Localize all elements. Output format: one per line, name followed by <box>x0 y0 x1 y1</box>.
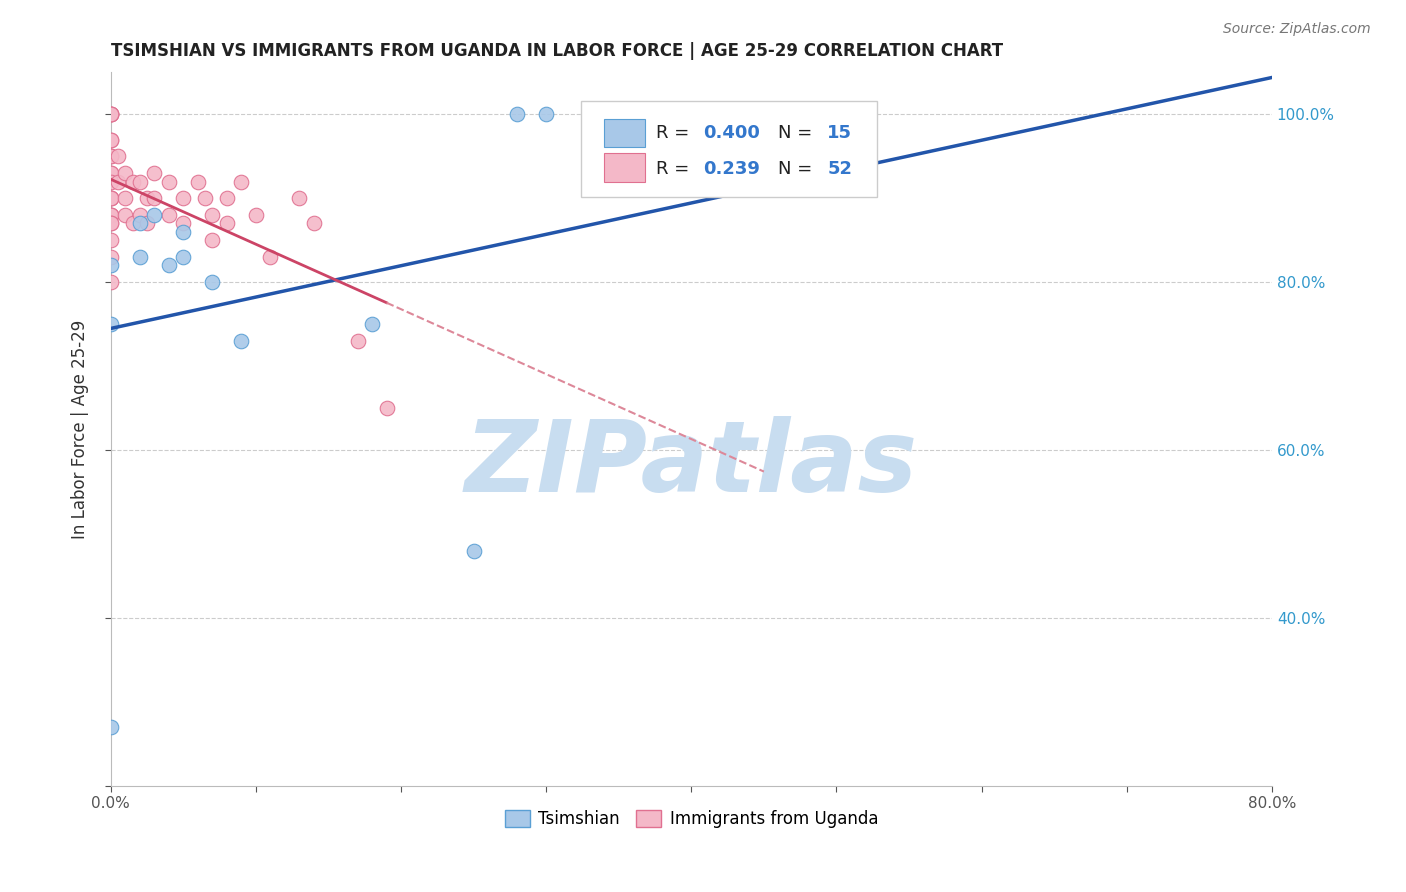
Point <box>143 166 166 180</box>
Point <box>100 233 122 247</box>
Point <box>100 132 122 146</box>
Point <box>172 217 194 231</box>
Point <box>215 191 238 205</box>
Point <box>157 175 180 189</box>
Point <box>100 208 122 222</box>
Point <box>172 250 194 264</box>
Point <box>128 208 150 222</box>
Point <box>100 107 122 121</box>
FancyBboxPatch shape <box>605 119 645 147</box>
Point <box>121 175 143 189</box>
Point <box>100 208 122 222</box>
Point <box>128 175 150 189</box>
Legend: Tsimshian, Immigrants from Uganda: Tsimshian, Immigrants from Uganda <box>498 803 884 835</box>
Point <box>375 401 398 416</box>
Point <box>114 191 136 205</box>
Text: 52: 52 <box>827 160 852 178</box>
Point <box>143 191 166 205</box>
Point <box>157 259 180 273</box>
Point <box>100 166 122 180</box>
Text: Source: ZipAtlas.com: Source: ZipAtlas.com <box>1223 22 1371 37</box>
Text: N =: N = <box>779 160 818 178</box>
Text: R =: R = <box>657 124 696 142</box>
Point <box>534 107 557 121</box>
Point <box>245 208 267 222</box>
Point <box>128 250 150 264</box>
Point <box>128 217 150 231</box>
Point <box>100 275 122 289</box>
Point <box>506 107 529 121</box>
Point <box>100 217 122 231</box>
Point <box>288 191 311 205</box>
Point <box>136 217 159 231</box>
Point <box>259 250 281 264</box>
Text: R =: R = <box>657 160 696 178</box>
Point <box>100 107 122 121</box>
Point <box>463 543 485 558</box>
Point <box>100 208 122 222</box>
Point <box>194 191 217 205</box>
Point <box>100 149 122 163</box>
Point <box>100 132 122 146</box>
Text: ZIPatlas: ZIPatlas <box>465 417 918 513</box>
Point <box>201 275 224 289</box>
Point <box>100 107 122 121</box>
Point <box>100 191 122 205</box>
Point <box>100 259 122 273</box>
Point <box>100 166 122 180</box>
Point <box>346 334 368 348</box>
Text: 15: 15 <box>827 124 852 142</box>
FancyBboxPatch shape <box>581 101 877 197</box>
Point <box>100 250 122 264</box>
Text: N =: N = <box>779 124 818 142</box>
Text: TSIMSHIAN VS IMMIGRANTS FROM UGANDA IN LABOR FORCE | AGE 25-29 CORRELATION CHART: TSIMSHIAN VS IMMIGRANTS FROM UGANDA IN L… <box>111 42 1002 60</box>
Point <box>136 191 159 205</box>
Point <box>201 208 224 222</box>
Point <box>172 225 194 239</box>
Point <box>100 191 122 205</box>
Y-axis label: In Labor Force | Age 25-29: In Labor Force | Age 25-29 <box>72 319 89 539</box>
Point <box>100 317 122 331</box>
Point <box>100 720 122 734</box>
Point <box>107 149 129 163</box>
Point <box>100 107 122 121</box>
Point <box>302 217 325 231</box>
Point <box>187 175 209 189</box>
Point <box>361 317 384 331</box>
Point <box>231 334 253 348</box>
Point <box>100 175 122 189</box>
Point <box>121 217 143 231</box>
Point <box>107 175 129 189</box>
Point <box>100 149 122 163</box>
Point <box>114 166 136 180</box>
Text: 0.400: 0.400 <box>703 124 759 142</box>
Point <box>157 208 180 222</box>
Point <box>100 191 122 205</box>
Point <box>100 217 122 231</box>
FancyBboxPatch shape <box>605 153 645 182</box>
Point <box>172 191 194 205</box>
Point <box>114 208 136 222</box>
Point <box>143 208 166 222</box>
Point <box>215 217 238 231</box>
Point <box>231 175 253 189</box>
Text: 0.239: 0.239 <box>703 160 759 178</box>
Point <box>201 233 224 247</box>
